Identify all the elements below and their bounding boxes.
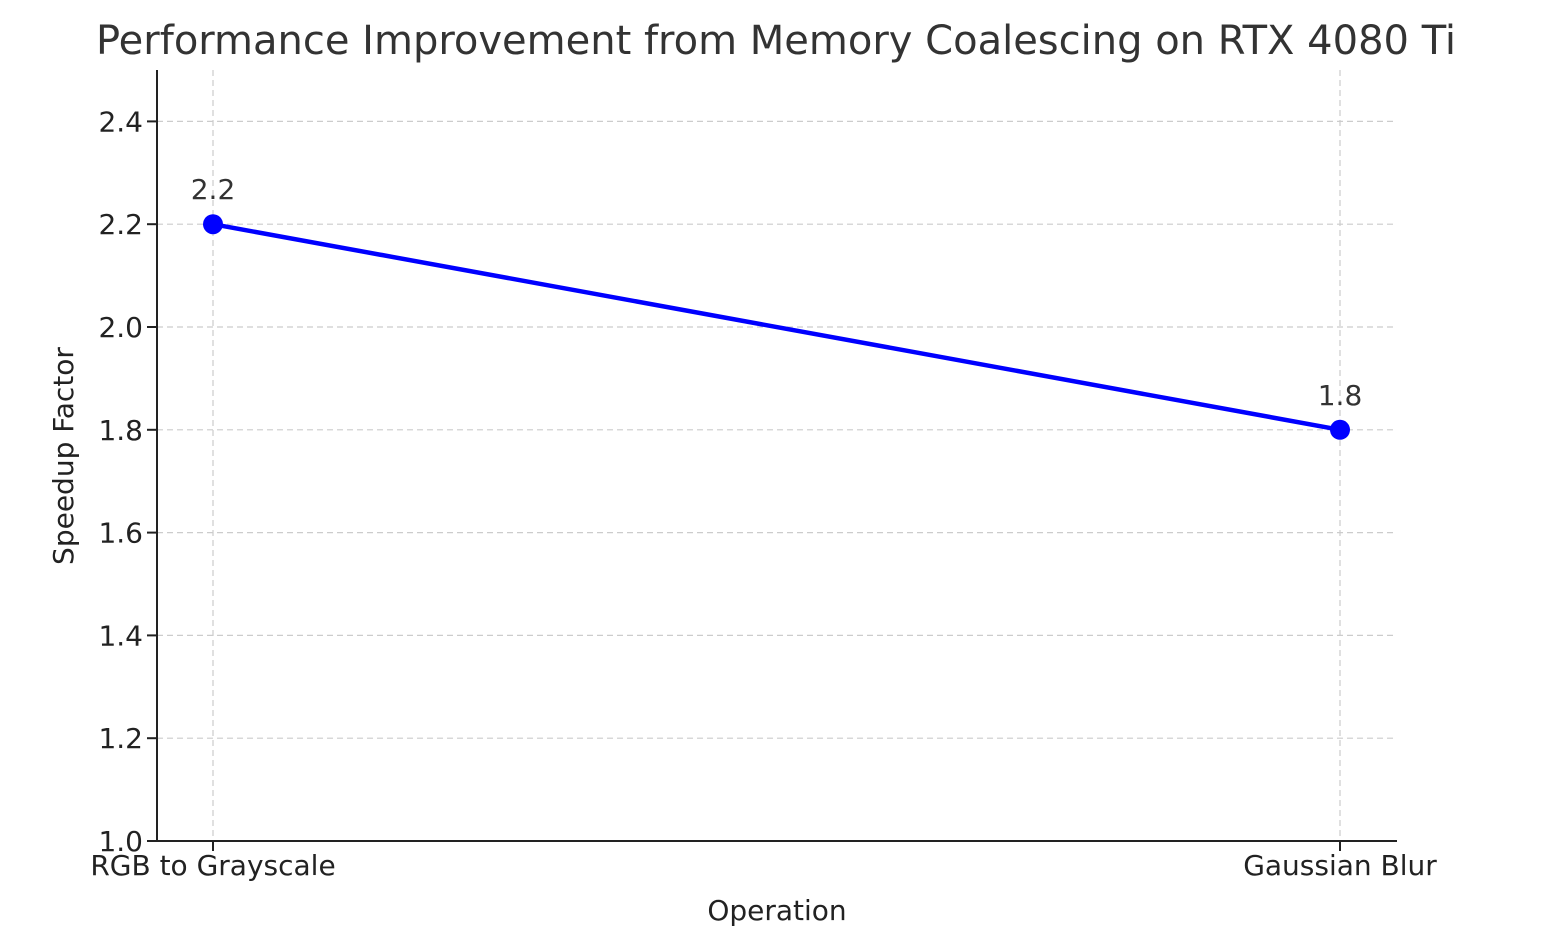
y-axis-label: Speedup Factor [47, 347, 80, 565]
y-tick-label: 1.6 [98, 517, 143, 550]
data-label: 1.8 [1318, 379, 1363, 412]
axes [156, 70, 1397, 842]
data-point [1330, 419, 1350, 440]
x-tick-label: RGB to Grayscale [90, 849, 335, 882]
y-tick-label: 1.2 [98, 722, 143, 755]
y-tick-label: 1.8 [98, 414, 143, 447]
x-tick-label: Gaussian Blur [1243, 849, 1437, 882]
series-line [210, 221, 1343, 433]
y-tick-label: 1.0 [98, 825, 143, 858]
data-point [203, 214, 223, 235]
y-tick-label: 2.2 [98, 208, 143, 241]
x-axis-label: Operation [707, 894, 846, 927]
data-label: 2.2 [191, 173, 236, 206]
chart-title: Performance Improvement from Memory Coal… [96, 18, 1456, 64]
data-labels: 2.2 1.8 [191, 173, 1363, 412]
y-tick-label: 1.4 [98, 619, 143, 652]
y-tick-label: 2.4 [98, 105, 143, 138]
ticks: 1.0 1.2 1.4 1.6 1.8 2.0 2.2 2.4 RGB to Grayscale… [90, 105, 1437, 882]
grid-lines [157, 70, 1397, 841]
y-tick-label: 2.0 [98, 311, 143, 344]
series [203, 214, 1350, 440]
